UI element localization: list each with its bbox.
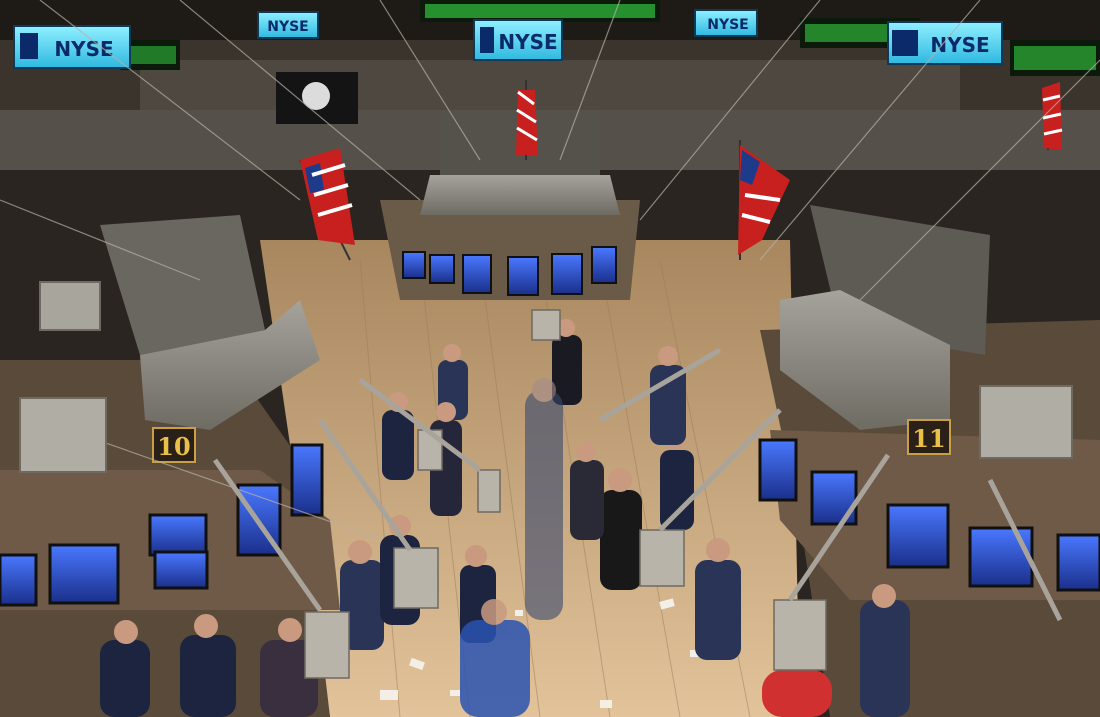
post-11-plate: 11 <box>907 419 951 455</box>
trader <box>570 442 604 540</box>
overhead-cables <box>0 0 1100 561</box>
nyse-sign-text: NYSE <box>267 19 309 35</box>
monitor <box>758 438 798 502</box>
american-flag <box>738 140 790 260</box>
center-trading-post <box>380 110 640 300</box>
monitor <box>591 246 617 284</box>
trader-blurred <box>460 599 530 717</box>
nyse-sign: NYSE <box>473 19 563 61</box>
monitor <box>0 553 38 607</box>
post-number: 10 <box>157 432 190 461</box>
post-number: 11 <box>912 424 945 453</box>
post-10-plate: 10 <box>152 427 196 463</box>
handheld-terminals <box>304 309 827 679</box>
flag-emblem <box>302 82 330 110</box>
equipment-box <box>39 281 101 331</box>
monitor <box>462 254 492 294</box>
monitor <box>148 513 208 557</box>
monitor <box>1056 533 1100 592</box>
trader <box>695 538 741 660</box>
trader <box>552 319 582 405</box>
equipment-box <box>979 385 1073 459</box>
trader <box>600 468 642 590</box>
monitor <box>968 526 1034 588</box>
equipment-box <box>19 397 107 473</box>
trader <box>260 618 318 717</box>
monitor <box>886 503 950 569</box>
american-flag <box>1042 82 1063 150</box>
monitor <box>290 443 324 517</box>
monitor-arms <box>212 347 1063 622</box>
monitor <box>153 550 209 590</box>
trader <box>860 584 910 717</box>
trader <box>525 378 563 620</box>
nyse-sign: NYSE <box>694 9 758 37</box>
nyse-sign: NYSE <box>257 11 319 39</box>
nyse-sign-text: NYSE <box>707 17 749 33</box>
trader <box>180 614 236 717</box>
american-flag <box>516 80 538 160</box>
monitor <box>551 253 583 295</box>
nyse-sign-text: NYSE <box>498 30 557 54</box>
nyse-sign-text: NYSE <box>54 37 113 61</box>
nyse-sign-text: NYSE <box>930 33 989 57</box>
monitor <box>429 254 455 284</box>
trader <box>100 620 150 717</box>
american-flag <box>299 148 355 261</box>
traders-crowd <box>100 319 910 717</box>
monitor <box>48 543 120 605</box>
monitor <box>402 251 426 279</box>
trader <box>762 670 832 717</box>
monitor <box>507 256 539 296</box>
trader <box>340 540 384 650</box>
nyse-sign: NYSE <box>13 25 131 69</box>
nyse-sign: NYSE <box>887 21 1003 65</box>
paper-scraps <box>380 598 700 708</box>
